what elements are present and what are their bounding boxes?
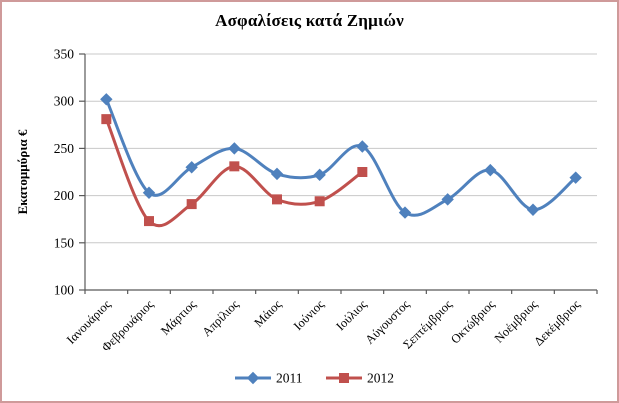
point-marker-diamond-2011 — [398, 206, 412, 219]
x-category-label: Μάρτιος — [158, 297, 199, 338]
point-marker-diamond-2011 — [142, 186, 156, 199]
x-category-label: Ιούνιος — [291, 297, 327, 333]
x-category-label: Οκτώβριος — [448, 297, 497, 346]
series-line-2011 — [104, 97, 578, 217]
y-axis-title: Εκατομμύρια € — [15, 129, 30, 214]
y-tick-label: 350 — [54, 47, 75, 62]
y-tick-label: 300 — [54, 94, 75, 109]
legend-marker-diamond-2011 — [246, 371, 260, 385]
point-marker-diamond-2011 — [100, 93, 113, 106]
point-marker-square-2012 — [314, 196, 325, 207]
x-category-label: Ιούλιος — [333, 297, 369, 333]
x-category-label: Απρίλιος — [199, 297, 241, 339]
x-category-label: Δεκέμβριος — [531, 297, 582, 348]
point-marker-square-2012 — [229, 161, 240, 172]
point-marker-diamond-2011 — [185, 161, 198, 174]
legend-label-2011: 2011 — [276, 371, 303, 386]
y-tick-label: 100 — [54, 283, 75, 298]
x-category-label: Μάιος — [251, 297, 284, 330]
y-tick-label: 200 — [54, 188, 75, 203]
y-tick-label: 250 — [54, 141, 75, 156]
chart-title: Ασφαλίσεις κατά Ζημιών — [215, 11, 404, 30]
point-marker-diamond-2011 — [484, 163, 497, 177]
point-marker-diamond-2011 — [356, 140, 369, 153]
y-tick-label: 150 — [54, 235, 75, 250]
point-marker-diamond-2011 — [569, 171, 582, 184]
point-marker-diamond-2011 — [228, 142, 241, 155]
point-marker-square-2012 — [186, 199, 197, 210]
point-marker-square-2012 — [272, 194, 282, 205]
point-marker-diamond-2011 — [313, 168, 326, 182]
legend-label-2012: 2012 — [367, 371, 394, 386]
point-marker-square-2012 — [144, 216, 154, 227]
point-marker-square-2012 — [101, 114, 112, 125]
point-marker-diamond-2011 — [441, 193, 454, 206]
point-marker-square-2012 — [357, 167, 368, 177]
legend-marker-square-2012 — [339, 373, 349, 383]
point-marker-diamond-2011 — [526, 203, 540, 216]
point-marker-diamond-2011 — [270, 167, 284, 181]
